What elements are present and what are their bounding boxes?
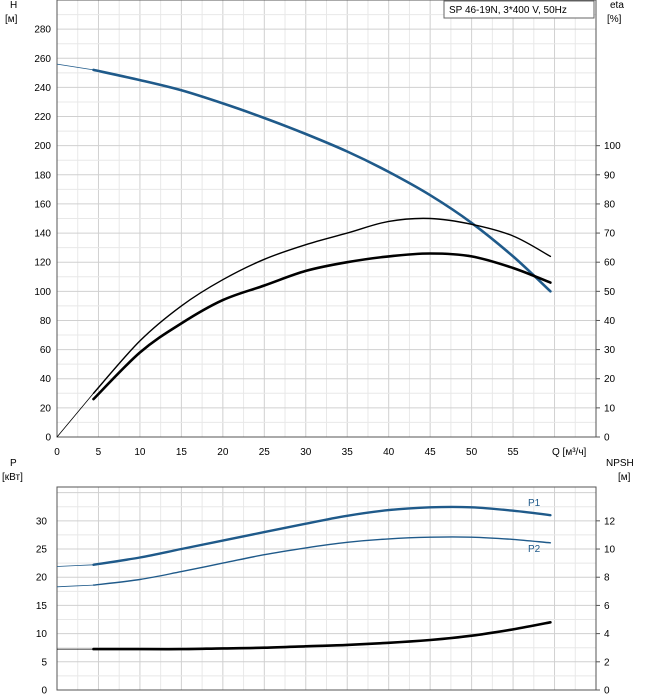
- tick-label-eta: 50: [604, 287, 616, 298]
- tick-label-npsh: 10: [604, 545, 616, 556]
- tick-label-eta: 90: [604, 170, 616, 181]
- tick-label-h: 220: [34, 112, 51, 123]
- tick-label-p: 5: [41, 657, 47, 668]
- tick-label-h: 60: [40, 345, 52, 356]
- head-series-2-extrapolated: [56, 393, 94, 438]
- tick-label-q: 55: [508, 447, 520, 458]
- tick-label-h: 260: [34, 54, 51, 65]
- tick-label-h: 200: [34, 141, 51, 152]
- tick-label-h: 240: [34, 83, 51, 94]
- tick-label-q: 25: [259, 447, 271, 458]
- tick-label-p: 25: [36, 545, 48, 556]
- tick-label-p: 30: [36, 516, 48, 527]
- npsh-axis-unit: [м]: [618, 472, 631, 483]
- tick-label-eta: 100: [604, 141, 621, 152]
- tick-label-q: 15: [176, 447, 188, 458]
- power-series-p2: [92, 536, 552, 586]
- tick-label-eta: 40: [604, 316, 616, 327]
- tick-label-q: 30: [300, 447, 312, 458]
- head-series-1-extrapolated: [56, 63, 94, 71]
- h-axis-label: H: [10, 0, 17, 11]
- tick-label-q: 35: [342, 447, 354, 458]
- tick-label-npsh: 2: [604, 657, 610, 668]
- tick-label-h: 100: [34, 287, 51, 298]
- tick-label-eta: 70: [604, 229, 616, 240]
- tick-label-q: 5: [96, 447, 102, 458]
- power-series-p1-extrapolated: [56, 564, 94, 567]
- tick-label-h: 140: [34, 229, 51, 240]
- tick-label-npsh: 0: [604, 686, 610, 697]
- series-label-p2: P2: [528, 544, 541, 555]
- tick-label-q: 10: [134, 447, 146, 458]
- series-power-panel: [56, 505, 552, 651]
- head-plot-frame: [56, 0, 597, 438]
- tick-label-eta: 0: [604, 433, 610, 444]
- tick-label-eta: 20: [604, 374, 616, 385]
- grid-power: [56, 486, 597, 691]
- power-series-p1: [92, 505, 552, 566]
- h-axis-unit: [м]: [5, 14, 18, 25]
- power-series-p2-extrapolated: [56, 584, 94, 588]
- tick-labels: 0204060801001201401601802002202402602800…: [34, 25, 621, 697]
- tick-label-p: 10: [36, 629, 48, 640]
- p-axis-label: P: [10, 458, 17, 469]
- tick-label-h: 280: [34, 25, 51, 36]
- tick-label-npsh: 6: [604, 601, 610, 612]
- tick-label-p: 20: [36, 573, 48, 584]
- tick-label-eta: 60: [604, 258, 616, 269]
- tick-label-q: 45: [425, 447, 437, 458]
- eta-axis-label: eta: [610, 0, 624, 11]
- series-head-panel: [56, 63, 552, 438]
- npsh-axis-label: NPSH: [606, 458, 634, 469]
- tick-label-eta: 80: [604, 199, 616, 210]
- tick-label-q: 40: [383, 447, 395, 458]
- title-box: [443, 0, 595, 19]
- series-label-p1: P1: [528, 498, 541, 509]
- chart-title: SP 46-19N, 3*400 V, 50Hz: [449, 5, 567, 16]
- tick-label-p: 0: [41, 686, 47, 697]
- tick-label-h: 80: [40, 316, 52, 327]
- tick-label-npsh: 12: [604, 516, 616, 527]
- head-series-2: [92, 217, 552, 394]
- tick-label-q: 50: [466, 447, 478, 458]
- p-axis-unit: [кВт]: [2, 472, 23, 483]
- head-series-3: [92, 252, 552, 401]
- eta-axis-unit: [%]: [607, 14, 622, 25]
- tick-label-h: 120: [34, 258, 51, 269]
- power-series-3: [92, 621, 552, 651]
- q-axis-label: Q [м³/ч]: [552, 447, 587, 458]
- tick-label-q: 20: [217, 447, 229, 458]
- tick-label-h: 40: [40, 374, 52, 385]
- tick-label-npsh: 8: [604, 573, 610, 584]
- tick-label-h: 180: [34, 170, 51, 181]
- tick-label-h: 160: [34, 199, 51, 210]
- tick-label-q: 0: [54, 447, 60, 458]
- tick-label-npsh: 4: [604, 629, 610, 640]
- tick-label-h: 20: [40, 403, 52, 414]
- tick-label-h: 0: [45, 433, 51, 444]
- tick-label-eta: 30: [604, 345, 616, 356]
- grid-head: [56, 0, 597, 438]
- tick-label-p: 15: [36, 601, 48, 612]
- power-plot-frame: [56, 486, 597, 691]
- tick-label-eta: 10: [604, 403, 616, 414]
